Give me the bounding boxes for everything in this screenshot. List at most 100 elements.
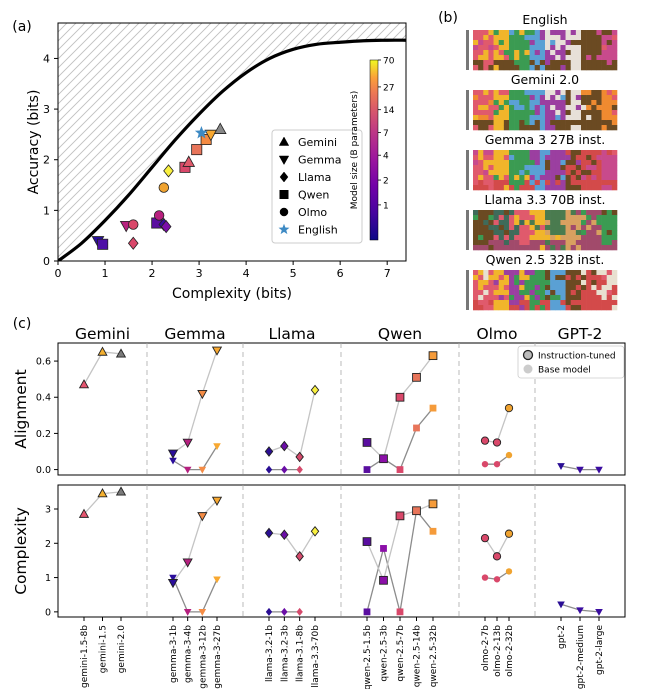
grid-cell — [473, 65, 479, 71]
grid-cell — [534, 245, 541, 251]
grid-cell — [488, 150, 494, 156]
grid-cell — [498, 50, 505, 56]
grid-cell — [570, 90, 577, 96]
grid-cell — [519, 240, 525, 246]
grid-cell — [545, 285, 551, 291]
grid-cell — [611, 225, 618, 231]
instruct-point — [182, 558, 193, 568]
grid-cell — [591, 220, 597, 226]
grid-cell — [529, 50, 536, 56]
grid-cell — [534, 155, 541, 161]
grid-cell — [509, 215, 515, 221]
grid-cell — [601, 115, 608, 121]
grid-cell — [503, 60, 510, 66]
grid-cell — [555, 230, 561, 236]
grid-cell — [555, 240, 561, 246]
grid-cell — [498, 245, 505, 251]
grid-cell — [545, 105, 551, 111]
grid-cell — [534, 55, 541, 61]
grid-cell — [514, 120, 520, 126]
grid-cell — [565, 235, 572, 241]
grid-cell — [601, 55, 608, 61]
x-tick-label: gemma-3-1b — [169, 625, 179, 683]
grid-cell — [483, 220, 489, 226]
grid-cell — [570, 185, 577, 191]
grid-cell — [478, 305, 484, 311]
group-title: Gemma — [164, 325, 225, 343]
grid-cell — [545, 220, 551, 226]
grid-cell — [596, 210, 602, 216]
data-point-triangle-down — [204, 129, 218, 142]
grid-cell — [473, 280, 479, 286]
grid-cell — [606, 120, 613, 126]
grid-cell — [555, 305, 561, 311]
grid-cell — [570, 295, 577, 301]
grid-cell — [606, 55, 613, 61]
instruct-point — [362, 438, 372, 447]
grid-cell — [529, 235, 536, 241]
grid-cell — [483, 60, 489, 66]
legend-label: Instruction-tuned — [538, 352, 616, 362]
grid-cell — [524, 220, 530, 226]
grid-cell — [524, 275, 530, 281]
grid-cell — [601, 295, 608, 301]
grid-cell — [586, 220, 592, 226]
grid-cell — [575, 100, 582, 106]
grid-cell — [498, 220, 505, 226]
grid-cell — [545, 155, 551, 161]
grid-cell — [498, 170, 505, 176]
grid-cell — [529, 170, 536, 176]
grid-cell — [575, 55, 582, 61]
grid-cell — [550, 300, 556, 306]
grid-cell — [503, 180, 510, 186]
base-point — [265, 607, 273, 616]
grid-cell — [503, 295, 510, 301]
base-point — [595, 466, 603, 474]
grid-cell — [534, 110, 541, 116]
grid-cell — [539, 150, 546, 156]
grid-cell — [565, 115, 572, 121]
grid-cell — [586, 45, 592, 51]
grid-cell — [545, 65, 551, 71]
grid-cell — [550, 95, 556, 101]
grid-cell — [596, 215, 602, 221]
grid-cell — [581, 280, 587, 286]
grid-cell — [596, 115, 602, 121]
base-point — [557, 601, 565, 609]
grid-cell — [478, 105, 484, 111]
grid-cell — [591, 55, 597, 61]
grid-cell — [575, 120, 582, 126]
grid-cell — [570, 45, 577, 51]
grid-cell — [493, 290, 500, 296]
grid-cell — [555, 225, 561, 231]
base-point — [281, 607, 288, 616]
grid-cell — [606, 45, 613, 51]
base-point — [363, 466, 371, 473]
grid-cell — [550, 120, 556, 126]
legend-c — [517, 345, 625, 379]
data-point-diamond — [127, 236, 139, 250]
grid-cell — [514, 60, 520, 66]
grid-cell — [488, 45, 494, 51]
grid-cell — [488, 170, 494, 176]
grid-cell — [478, 150, 484, 156]
grid-cell — [493, 110, 500, 116]
grid-cell — [483, 305, 489, 311]
grid-cell — [601, 95, 608, 101]
grid-cell — [524, 30, 530, 36]
grid-cell — [493, 55, 500, 61]
grid-cell — [524, 160, 530, 166]
grid-cell — [503, 40, 510, 46]
y-tick-label: 1 — [45, 573, 51, 584]
grid-cell — [473, 100, 479, 106]
grid-cell — [575, 50, 582, 56]
grid-cell — [555, 40, 561, 46]
grid-cell — [591, 110, 597, 116]
grid-cell — [534, 115, 541, 121]
grid-cell — [519, 150, 525, 156]
x-tick-label: gemma-3-12b — [198, 625, 208, 689]
grid-cell — [555, 280, 561, 286]
grid-sidebar — [466, 270, 469, 310]
grid-cell — [606, 90, 613, 96]
data-point-circle — [128, 219, 139, 230]
